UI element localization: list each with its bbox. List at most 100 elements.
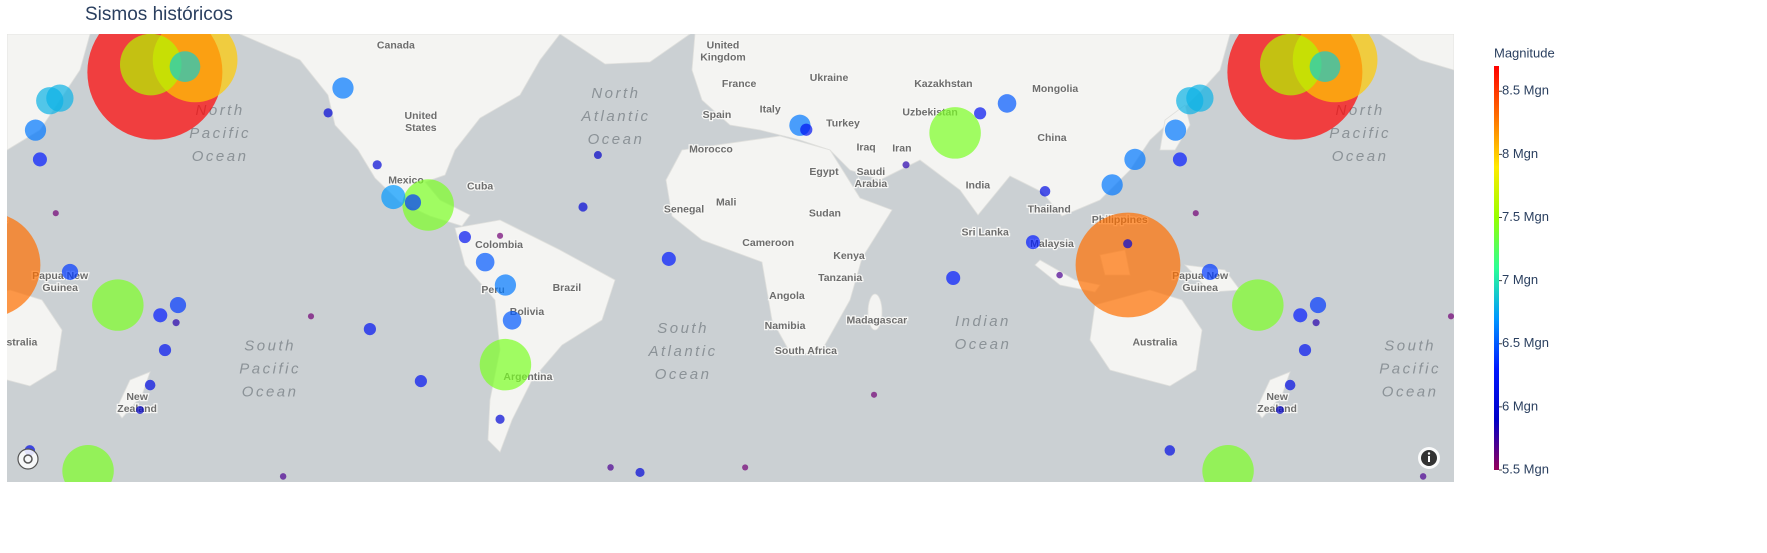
label-line: Guinea — [1182, 282, 1218, 294]
label-line: Guinea — [42, 282, 78, 294]
colorbar-title: Magnitude — [1494, 45, 1555, 60]
label-line: Iran — [892, 142, 911, 154]
quake-bubble — [479, 338, 532, 391]
country-label: Australia — [1132, 336, 1177, 348]
quake-bubble — [1275, 405, 1285, 414]
quake-bubble — [1123, 239, 1133, 249]
quake-bubble — [929, 107, 981, 159]
quake-bubble — [1447, 313, 1454, 320]
quake-bubble — [402, 179, 454, 231]
country-label: Iraq — [856, 141, 875, 153]
ocean-label: South Pacific Ocean — [1379, 338, 1441, 401]
quake-bubble — [32, 152, 47, 167]
label-line: Turkey — [826, 117, 860, 129]
country-label: Angola — [769, 290, 805, 302]
quake-bubble — [119, 34, 182, 96]
quake-bubble — [153, 308, 168, 323]
quake-bubble — [307, 313, 315, 320]
quake-bubble — [578, 202, 588, 212]
quake-bubble — [800, 123, 813, 136]
label-line: Ocean — [192, 148, 249, 165]
label-line: India — [966, 179, 991, 191]
label-line: South — [657, 320, 709, 337]
map-logo[interactable] — [17, 448, 39, 470]
quake-bubble — [946, 270, 961, 286]
quake-bubble — [1056, 271, 1063, 279]
quake-bubble — [1232, 279, 1284, 331]
country-label: Iran — [892, 142, 911, 154]
label-line: States — [405, 122, 437, 134]
label-line: Sudan — [809, 208, 841, 220]
quake-bubble — [496, 232, 504, 239]
label-line: Tanzania — [818, 272, 862, 284]
label-line: Brazil — [553, 282, 582, 294]
ocean-label: South Atlantic Ocean — [647, 320, 717, 383]
country-label: Italy — [760, 103, 781, 115]
label-line: Saudi — [857, 166, 886, 178]
label-line: Colombia — [475, 239, 523, 251]
info-button[interactable] — [1418, 447, 1440, 469]
quake-bubble — [870, 391, 878, 398]
label-line: South — [244, 338, 296, 355]
quake-bubble — [1309, 296, 1327, 314]
chart-title: Sismos históricos — [85, 4, 233, 25]
quake-bubble — [1202, 445, 1254, 482]
quake-bubble — [372, 160, 382, 170]
label-line: Australia — [0, 336, 38, 348]
quake-bubble — [974, 107, 987, 120]
label-line: South Africa — [775, 345, 837, 357]
quake-bubble — [414, 375, 427, 388]
country-label: Malaysia — [1030, 238, 1074, 250]
country-label: Mongolia — [1032, 83, 1078, 95]
quake-bubble — [92, 279, 144, 331]
quake-bubble — [742, 464, 749, 471]
label-line: Ocean — [955, 336, 1012, 353]
country-label: Saudi Arabia — [855, 166, 888, 190]
country-label: Egypt — [809, 166, 839, 178]
colorbar — [1494, 66, 1499, 470]
quake-bubble — [363, 323, 376, 336]
quake-bubble — [1164, 119, 1187, 141]
quake-bubble — [495, 414, 505, 424]
ocean-label: Indian Ocean — [955, 313, 1012, 353]
label-line: Papua New — [1172, 270, 1229, 282]
label-line: Pacific — [1329, 125, 1391, 142]
quake-bubble — [1309, 51, 1341, 82]
label-line: Morocco — [689, 144, 733, 156]
quake-bubble — [1176, 87, 1204, 115]
country-label: Senegal — [664, 204, 704, 216]
quake-bubble — [24, 119, 47, 141]
label-line: Atlantic — [580, 108, 650, 125]
country-label: China — [1037, 132, 1066, 144]
quake-bubble — [1284, 379, 1296, 391]
label-line: North — [591, 85, 640, 102]
quake-bubble — [1201, 263, 1219, 281]
quake-bubble — [997, 94, 1017, 113]
label-line: Canada — [377, 40, 415, 52]
quake-bubble — [404, 194, 422, 211]
label-line: Pacific — [1379, 361, 1441, 378]
quake-bubble — [52, 210, 59, 217]
quake-bubble — [332, 77, 354, 99]
label-line: Ocean — [242, 384, 299, 401]
quake-bubble — [279, 473, 287, 480]
country-label: Colombia — [475, 239, 523, 251]
label-line: Ocean — [655, 366, 712, 383]
country-label: United Kingdom — [700, 40, 746, 64]
label-line: Pacific — [239, 361, 301, 378]
quake-bubble — [1419, 473, 1427, 480]
colorbar-tick-label: 8 Mgn — [1502, 146, 1538, 161]
quake-bubble — [172, 319, 180, 327]
quake-bubble — [7, 216, 41, 314]
quake-bubble — [1293, 308, 1308, 323]
country-label: Sri Lanka — [962, 227, 1009, 239]
label-line: France — [722, 78, 757, 90]
country-label: Brazil — [553, 282, 582, 294]
label-line: New — [126, 391, 148, 403]
label-line: Kenya — [833, 250, 865, 262]
quake-bubble — [1039, 186, 1051, 197]
country-label: Canada — [377, 40, 415, 52]
quake-bubble — [144, 379, 156, 391]
